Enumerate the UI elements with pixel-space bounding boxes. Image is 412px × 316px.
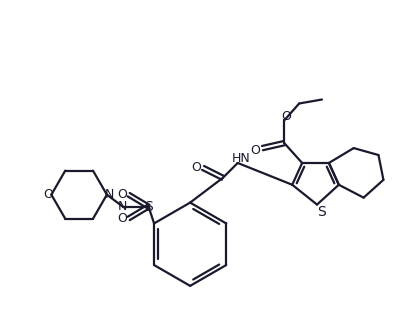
Text: N: N: [118, 200, 127, 213]
Text: O: O: [250, 143, 260, 156]
Text: O: O: [43, 188, 53, 201]
Text: N: N: [105, 188, 115, 201]
Text: S: S: [318, 204, 326, 219]
Text: O: O: [117, 212, 126, 225]
Text: S: S: [144, 200, 153, 214]
Text: HN: HN: [231, 153, 250, 166]
Text: O: O: [191, 161, 201, 174]
Text: O: O: [281, 110, 291, 123]
Text: O: O: [117, 188, 126, 201]
